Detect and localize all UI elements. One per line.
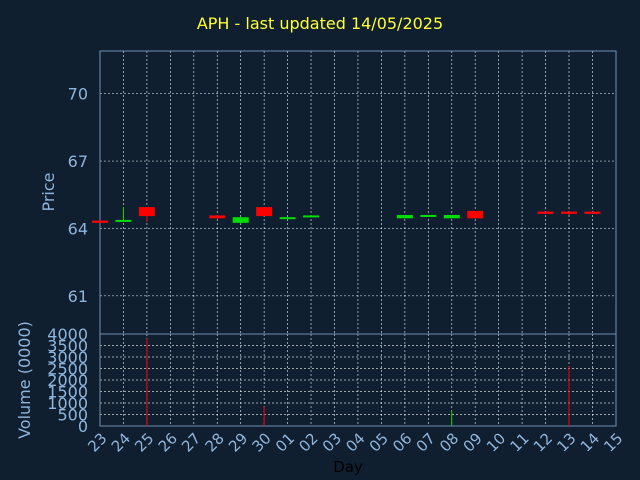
- volume-panel-frame: [99, 333, 617, 427]
- volume-tick-label: 3000: [47, 348, 88, 367]
- x-tick-label: 26: [155, 429, 181, 455]
- candle-body: [279, 217, 296, 220]
- x-tick-label: 28: [202, 429, 228, 455]
- volume-tick-label: 4000: [47, 325, 88, 344]
- x-tick-label: 13: [553, 429, 579, 455]
- x-tick-label: 10: [483, 429, 509, 455]
- volume-tick-label: 500: [57, 406, 88, 425]
- candle-body: [138, 207, 155, 217]
- volume-tick-label: 2500: [47, 360, 88, 379]
- grid-layer: [100, 51, 617, 427]
- candle-body: [561, 211, 577, 214]
- x-tick-label: 09: [460, 429, 486, 455]
- price-tick-label: 70: [68, 85, 88, 104]
- price-tick-label: 64: [68, 219, 88, 238]
- frame-layer: [99, 50, 617, 427]
- x-tick-label: 30: [248, 429, 274, 455]
- price-axis-title: Price: [39, 172, 58, 211]
- x-tick-label: 05: [366, 429, 392, 455]
- candle-body: [467, 210, 484, 219]
- candle-body: [443, 214, 460, 219]
- x-tick-label: 27: [178, 429, 204, 455]
- x-tick-label: 01: [272, 429, 298, 455]
- candle-body: [584, 211, 601, 214]
- x-tick-label: 15: [600, 429, 626, 455]
- volume-axis-title: Volume (0000): [15, 321, 34, 439]
- candle-body: [232, 217, 249, 223]
- candle-body: [256, 207, 273, 217]
- x-tick-label: 12: [530, 429, 556, 455]
- mark-layer: [92, 207, 601, 426]
- candle-body: [537, 211, 554, 214]
- volume-tick-label: 0: [78, 417, 88, 436]
- candle-body: [209, 215, 226, 219]
- x-tick-label: 23: [84, 429, 110, 455]
- price-tick-label: 67: [68, 152, 88, 171]
- candle-body: [92, 220, 108, 223]
- x-tick-label: 03: [319, 429, 345, 455]
- text-layer: 61 64 67 70 05001000150020002500300035004000…: [15, 85, 626, 476]
- x-tick-label: 02: [295, 429, 321, 455]
- chart-title: APH - last updated 14/05/2025: [196, 14, 444, 33]
- volume-tick-label: 2000: [47, 371, 88, 390]
- x-tick-label: 07: [413, 429, 439, 455]
- volume-tick-label: 3500: [47, 337, 88, 356]
- x-tick-label: 24: [108, 429, 134, 455]
- volume-tick-label: 1500: [47, 383, 88, 402]
- x-tick-label: 29: [225, 429, 251, 455]
- price-tick-label: 61: [68, 287, 88, 306]
- candle-body: [115, 219, 132, 222]
- x-axis-title: Day: [333, 458, 363, 476]
- x-tick-label: 14: [577, 429, 603, 455]
- x-tick-label: 11: [506, 429, 532, 455]
- x-tick-label: 25: [131, 429, 157, 455]
- x-tick-label: 08: [436, 429, 462, 455]
- x-tick-label: 06: [389, 429, 415, 455]
- candle-body: [396, 214, 413, 219]
- candle-body: [420, 214, 437, 217]
- candle-body: [303, 215, 320, 218]
- volume-tick-label: 1000: [47, 394, 88, 413]
- x-tick-label: 04: [342, 429, 368, 455]
